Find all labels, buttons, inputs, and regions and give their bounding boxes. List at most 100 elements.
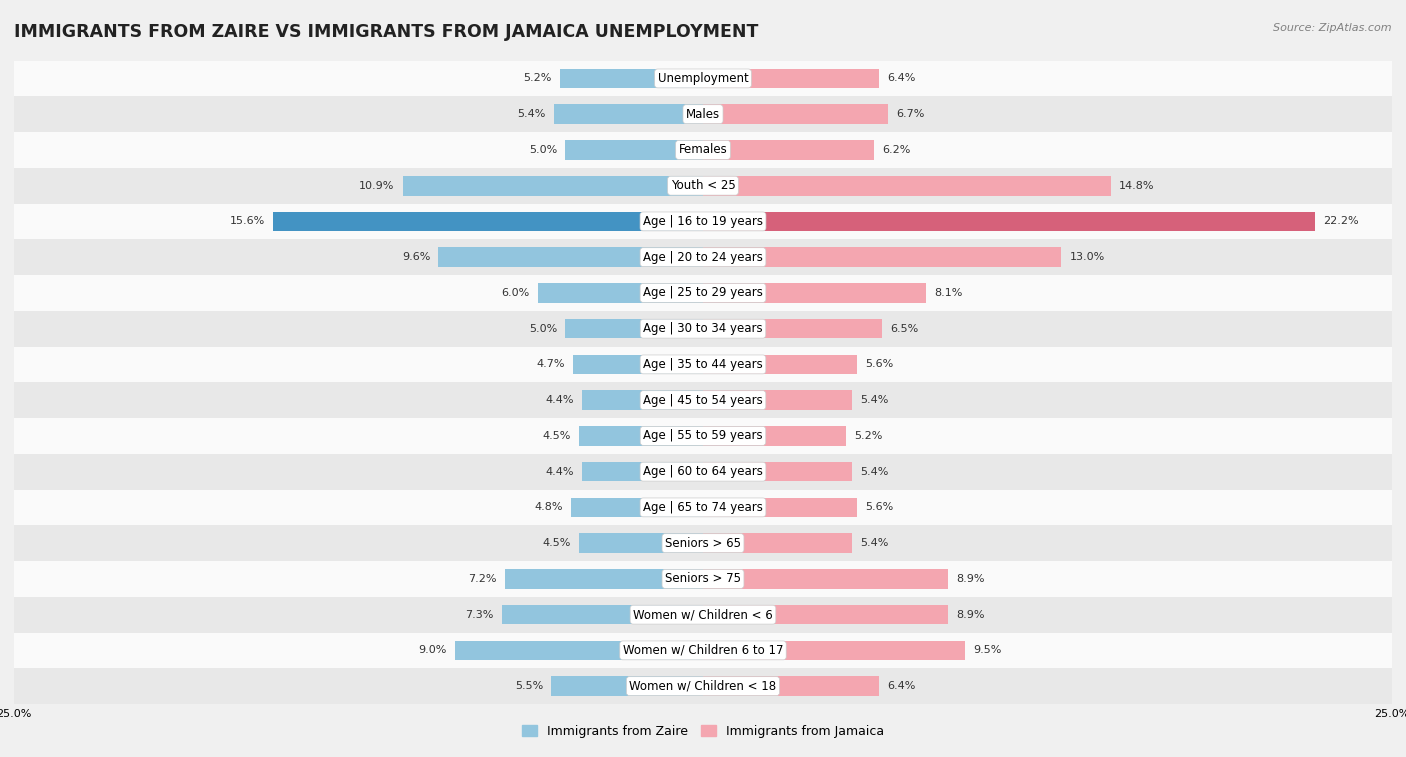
Text: 4.5%: 4.5% [543,431,571,441]
Text: Age | 16 to 19 years: Age | 16 to 19 years [643,215,763,228]
Legend: Immigrants from Zaire, Immigrants from Jamaica: Immigrants from Zaire, Immigrants from J… [517,720,889,743]
Bar [502,605,703,625]
Bar [14,275,1392,311]
Bar [703,248,1062,267]
Bar [554,104,703,124]
Text: Age | 35 to 44 years: Age | 35 to 44 years [643,358,763,371]
Text: 6.5%: 6.5% [890,324,918,334]
Bar [703,69,879,89]
Bar [14,561,1392,597]
Text: 22.2%: 22.2% [1323,217,1358,226]
Text: Source: ZipAtlas.com: Source: ZipAtlas.com [1274,23,1392,33]
Bar [703,391,852,410]
Text: 5.5%: 5.5% [515,681,543,691]
Text: Age | 20 to 24 years: Age | 20 to 24 years [643,251,763,263]
Bar [402,176,703,195]
Text: 6.7%: 6.7% [896,109,924,119]
Text: Women w/ Children < 18: Women w/ Children < 18 [630,680,776,693]
Bar [560,69,703,89]
Text: Women w/ Children < 6: Women w/ Children < 6 [633,608,773,621]
Text: 4.4%: 4.4% [546,466,574,477]
Text: 5.4%: 5.4% [860,395,889,405]
Bar [582,391,703,410]
Bar [703,176,1111,195]
Text: 14.8%: 14.8% [1119,181,1154,191]
Bar [582,462,703,481]
Bar [551,676,703,696]
Bar [14,347,1392,382]
Bar [14,453,1392,490]
Text: Unemployment: Unemployment [658,72,748,85]
Text: Age | 55 to 59 years: Age | 55 to 59 years [643,429,763,442]
Bar [14,597,1392,633]
Text: 10.9%: 10.9% [359,181,394,191]
Text: 6.2%: 6.2% [882,145,911,155]
Bar [14,61,1392,96]
Bar [579,426,703,446]
Bar [14,633,1392,668]
Bar [703,354,858,374]
Bar [439,248,703,267]
Text: 5.6%: 5.6% [866,360,894,369]
Bar [537,283,703,303]
Bar [14,239,1392,275]
Bar [571,497,703,517]
Text: IMMIGRANTS FROM ZAIRE VS IMMIGRANTS FROM JAMAICA UNEMPLOYMENT: IMMIGRANTS FROM ZAIRE VS IMMIGRANTS FROM… [14,23,758,41]
Bar [703,640,965,660]
Text: Age | 65 to 74 years: Age | 65 to 74 years [643,501,763,514]
Text: 15.6%: 15.6% [229,217,264,226]
Bar [505,569,703,589]
Text: 5.4%: 5.4% [517,109,546,119]
Text: Males: Males [686,107,720,120]
Text: Age | 45 to 54 years: Age | 45 to 54 years [643,394,763,407]
Text: 9.0%: 9.0% [419,646,447,656]
Bar [703,569,948,589]
Text: Age | 25 to 29 years: Age | 25 to 29 years [643,286,763,300]
Text: 8.9%: 8.9% [956,574,986,584]
Bar [574,354,703,374]
Text: 5.4%: 5.4% [860,538,889,548]
Bar [14,96,1392,132]
Bar [703,212,1315,231]
Bar [273,212,703,231]
Text: 5.0%: 5.0% [529,324,557,334]
Text: 5.4%: 5.4% [860,466,889,477]
Text: 8.9%: 8.9% [956,609,986,620]
Bar [14,204,1392,239]
Text: 4.7%: 4.7% [537,360,565,369]
Bar [14,525,1392,561]
Text: 4.8%: 4.8% [534,503,562,512]
Bar [703,283,927,303]
Text: 7.2%: 7.2% [468,574,496,584]
Text: Youth < 25: Youth < 25 [671,179,735,192]
Bar [14,311,1392,347]
Text: Women w/ Children 6 to 17: Women w/ Children 6 to 17 [623,644,783,657]
Text: Females: Females [679,143,727,157]
Text: 6.0%: 6.0% [501,288,530,298]
Bar [14,668,1392,704]
Bar [579,534,703,553]
Text: 13.0%: 13.0% [1070,252,1105,262]
Bar [703,426,846,446]
Text: 7.3%: 7.3% [465,609,494,620]
Bar [703,140,875,160]
Text: 5.2%: 5.2% [523,73,551,83]
Text: Age | 30 to 34 years: Age | 30 to 34 years [643,322,763,335]
Text: Seniors > 75: Seniors > 75 [665,572,741,585]
Text: 9.6%: 9.6% [402,252,430,262]
Bar [703,534,852,553]
Text: 6.4%: 6.4% [887,681,917,691]
Bar [703,497,858,517]
Bar [14,418,1392,453]
Text: 9.5%: 9.5% [973,646,1001,656]
Text: 5.2%: 5.2% [855,431,883,441]
Text: 4.4%: 4.4% [546,395,574,405]
Bar [565,140,703,160]
Text: 4.5%: 4.5% [543,538,571,548]
Text: Age | 60 to 64 years: Age | 60 to 64 years [643,465,763,478]
Text: 8.1%: 8.1% [935,288,963,298]
Bar [14,490,1392,525]
Bar [703,462,852,481]
Bar [456,640,703,660]
Bar [14,382,1392,418]
